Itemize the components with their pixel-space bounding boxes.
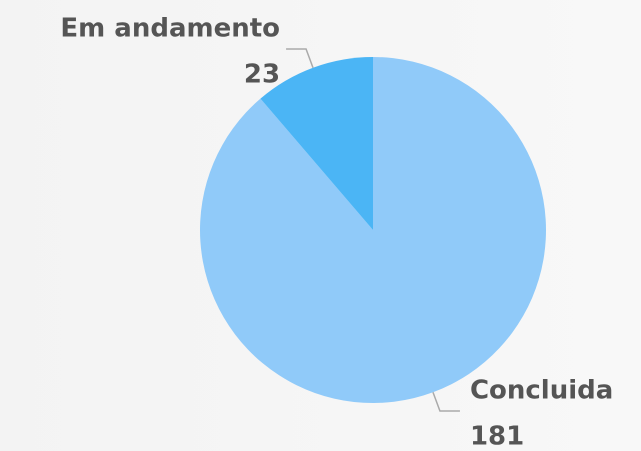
slice-label: Em andamento xyxy=(60,13,280,43)
leader-line xyxy=(286,48,314,68)
slice-label: Concluida xyxy=(470,376,613,406)
pie-slice xyxy=(199,57,546,403)
leader-line xyxy=(432,392,460,412)
slice-value: 23 xyxy=(244,59,280,89)
pie-slice xyxy=(260,57,373,230)
slice-value: 181 xyxy=(470,422,524,451)
